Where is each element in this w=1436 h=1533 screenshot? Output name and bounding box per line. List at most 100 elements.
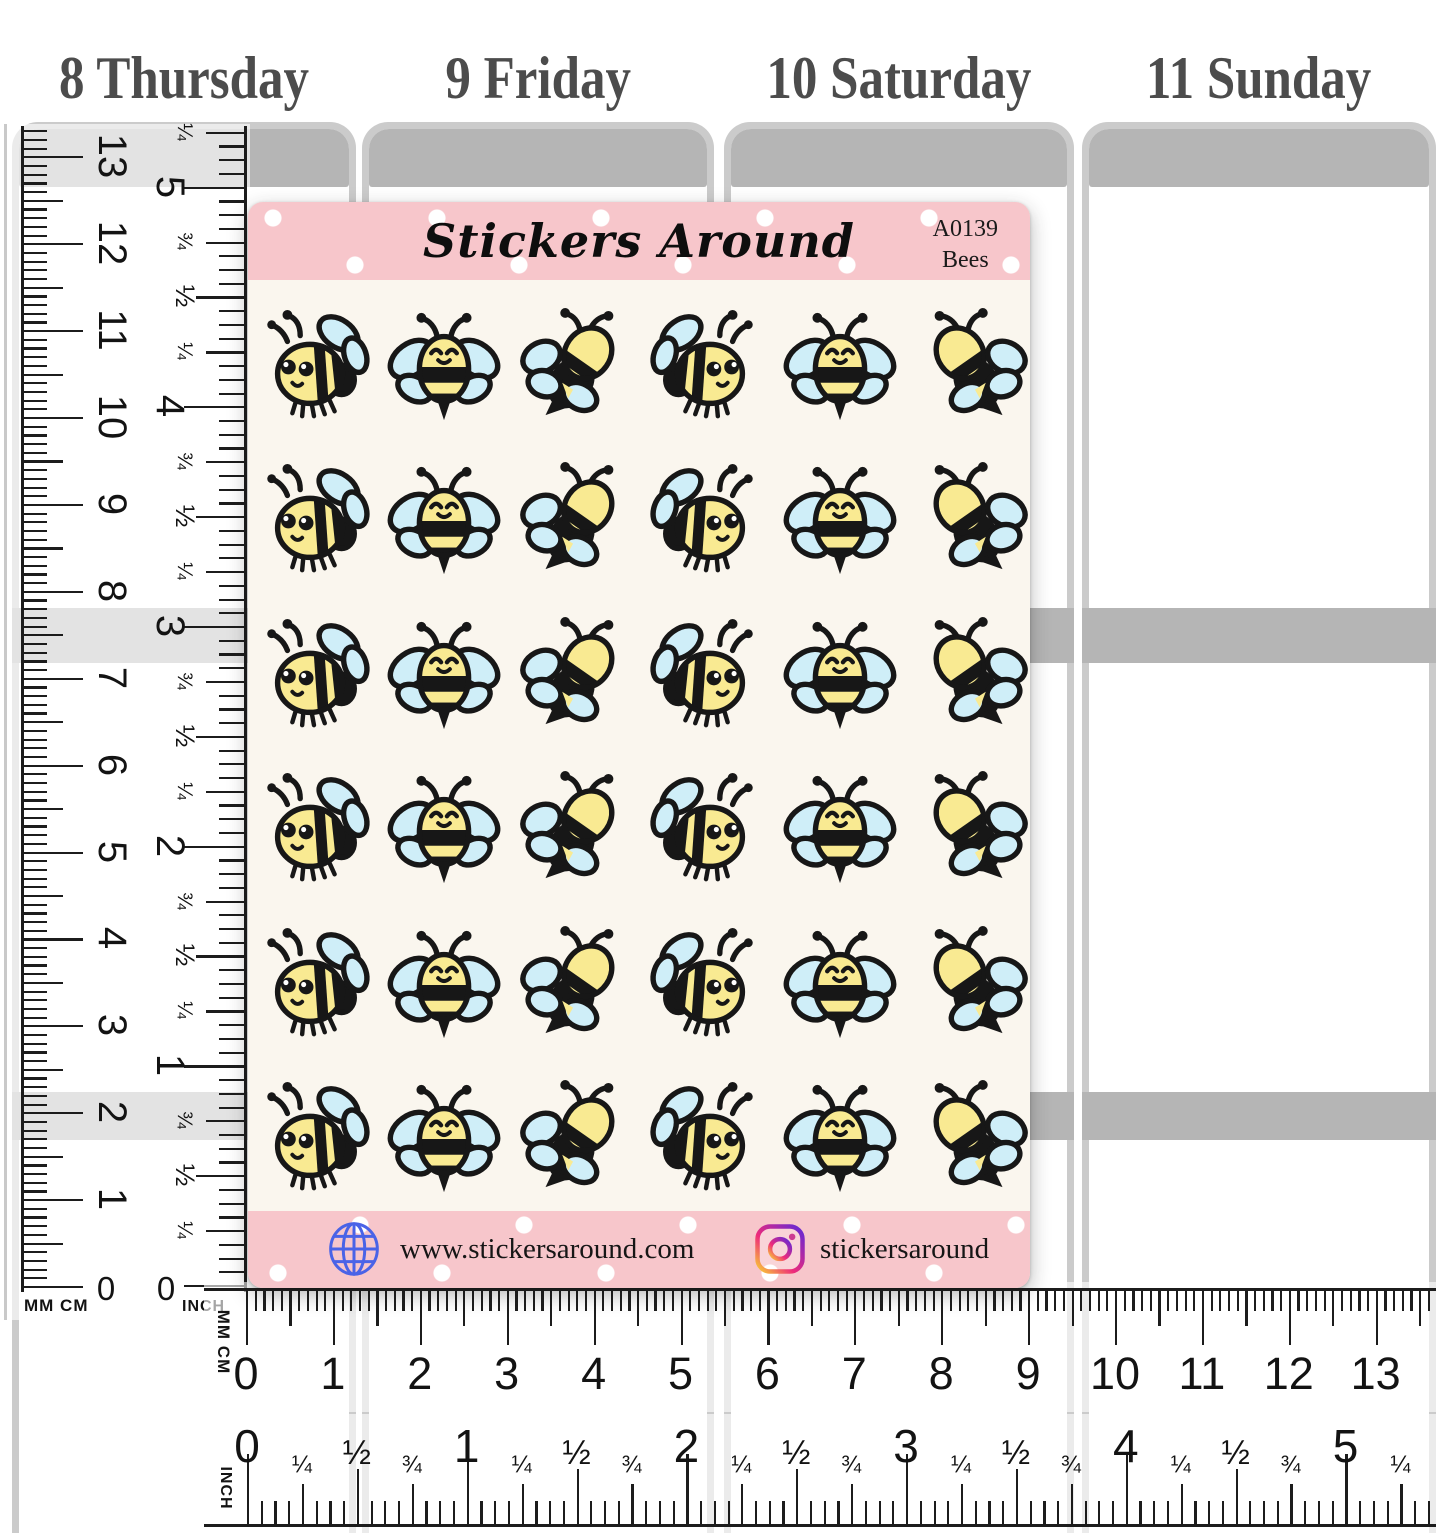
ruler-tick	[219, 763, 244, 766]
ruler-tick	[562, 1501, 565, 1524]
sku-product-name: Bees	[942, 247, 989, 274]
ruler-tick	[23, 217, 47, 220]
ruler-tick	[219, 1133, 244, 1137]
planner-section-divider	[1082, 608, 1436, 663]
ruler-tick	[23, 130, 47, 133]
day-header-label: 9 Friday	[362, 45, 714, 111]
ruler-number: ¾	[401, 1451, 422, 1478]
ruler-number: 7	[841, 1347, 867, 1399]
ruler-tick	[23, 834, 47, 837]
ruler-tick	[398, 1501, 401, 1524]
ruler-tick	[23, 1129, 47, 1132]
ruler-tick	[715, 1291, 718, 1311]
ruler-tick	[23, 495, 47, 498]
ruler-tick	[645, 1291, 648, 1311]
ruler-tick	[23, 260, 47, 263]
ruler-tick	[947, 1501, 950, 1524]
ruler-tick	[206, 1230, 244, 1233]
ruler-number: 5	[148, 175, 192, 198]
ruler-tick	[1372, 1501, 1376, 1524]
ruler-tick	[445, 1291, 449, 1311]
ruler-tick	[288, 1501, 291, 1524]
ruler-tick	[274, 1501, 277, 1524]
ruler-tick	[219, 1202, 244, 1205]
ruler-tick	[23, 599, 47, 602]
ruler-number: ¾	[173, 232, 197, 251]
ruler-tick	[755, 1501, 758, 1524]
ruler-tick	[515, 1291, 518, 1311]
ruler-number: ¼	[731, 1451, 752, 1478]
ruler-number: ½	[782, 1434, 811, 1472]
ruler-tick	[1175, 1291, 1179, 1311]
ruler-number: ¼	[173, 562, 197, 580]
ruler-number: 11	[90, 309, 134, 351]
ruler-tick	[219, 969, 244, 972]
ruler-tick	[219, 1161, 244, 1164]
sticker-bee-front	[781, 617, 899, 735]
ruler-tick	[23, 1242, 63, 1245]
ruler-tick	[23, 1233, 47, 1237]
ruler-tick	[1221, 1501, 1225, 1524]
ruler-tick	[23, 1199, 83, 1202]
ruler-number: ¼	[1390, 1451, 1411, 1478]
ruler-tick	[654, 1291, 657, 1311]
ruler-tick	[219, 1051, 244, 1054]
ruler-tick	[23, 295, 47, 298]
ruler-tick	[796, 1469, 799, 1524]
ruler-tick	[1280, 1291, 1283, 1311]
ruler-tick	[993, 1291, 996, 1311]
ruler-tick	[358, 1291, 362, 1311]
ruler-tick	[23, 886, 47, 889]
ruler-tick	[23, 199, 63, 202]
ruler-tick	[393, 1291, 396, 1311]
ruler-tick	[219, 268, 244, 272]
ruler-tick	[584, 1291, 588, 1311]
ruler-tick	[219, 708, 244, 711]
ruler-tick	[23, 1042, 47, 1045]
ruler-tick	[602, 1291, 605, 1311]
sticker-sheet: Stickers Around A0139 Bees www.sti	[248, 202, 1030, 1288]
ruler-tick	[184, 1065, 244, 1068]
ruler-tick	[184, 845, 244, 848]
ruler-tick	[23, 417, 83, 420]
ruler-number: 6	[754, 1347, 780, 1399]
ruler-tick	[23, 1120, 47, 1124]
ruler-tick	[1271, 1291, 1274, 1311]
sticker-bee-front	[781, 1080, 899, 1198]
ruler-tick	[680, 1291, 683, 1345]
ruler-tick	[1306, 1291, 1309, 1311]
planner-section-divider	[1082, 1092, 1436, 1140]
ruler-tick	[219, 227, 244, 230]
sheet-footer-band: www.stickersaround.com stickersaround	[248, 1211, 1030, 1288]
ruler-tick	[23, 955, 47, 958]
ruler-number: 5	[90, 840, 134, 863]
ruler-tick	[507, 1501, 511, 1524]
ruler-number: 2	[90, 1101, 134, 1124]
ruler-tick	[219, 694, 244, 697]
sticker-bee-back-right	[913, 1080, 1031, 1198]
ruler-tick	[23, 573, 47, 576]
ruler-tick	[23, 277, 47, 281]
vertical-cm-zero: 0	[96, 1269, 116, 1307]
ruler-number: ¼	[173, 122, 197, 141]
ruler-tick	[23, 321, 47, 324]
ruler-tick	[1180, 1484, 1183, 1524]
ruler-tick	[823, 1501, 826, 1524]
ruler-tick	[23, 338, 47, 341]
ruler-tick	[260, 1501, 263, 1524]
sticker-bee-back-right	[913, 771, 1031, 889]
ruler-tick	[864, 1501, 868, 1524]
ruler-tick	[219, 914, 244, 917]
ruler-tick	[1106, 1291, 1109, 1311]
ruler-tick	[23, 651, 47, 654]
ruler-tick	[23, 503, 83, 507]
ruler-tick	[219, 214, 244, 217]
ruler-tick	[23, 1190, 47, 1193]
ruler-tick	[219, 488, 244, 491]
globe-icon	[326, 1221, 382, 1277]
ruler-tick	[23, 616, 47, 620]
ruler-tick	[23, 304, 47, 307]
ruler-tick	[1254, 1291, 1257, 1311]
ruler-tick	[219, 145, 244, 148]
ruler-tick	[1227, 1291, 1231, 1311]
